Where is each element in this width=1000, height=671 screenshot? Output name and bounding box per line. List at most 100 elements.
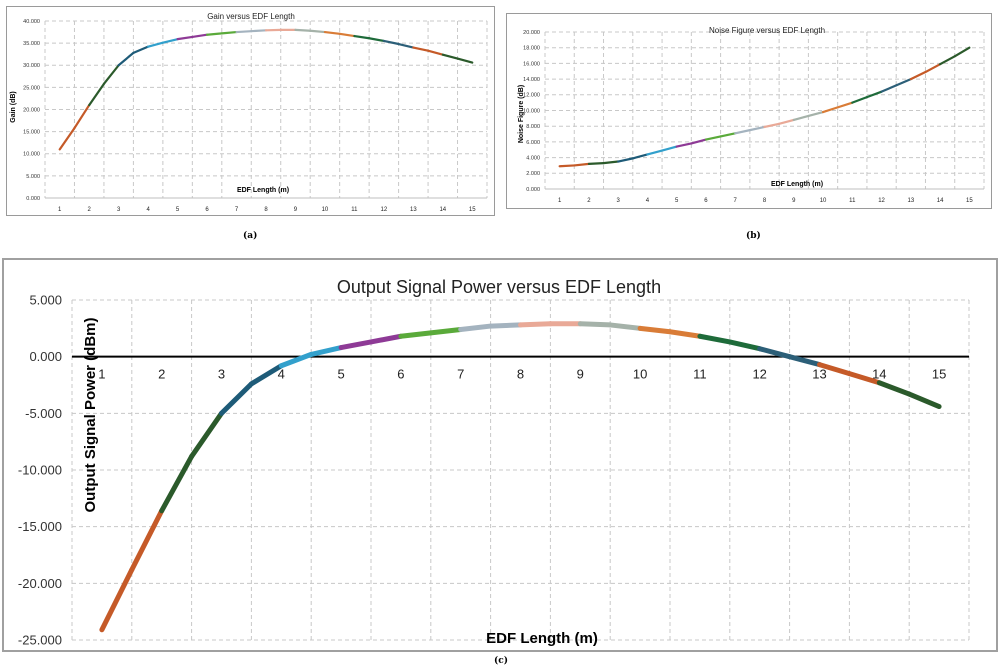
x-tick-label: 13 (812, 367, 826, 382)
line-segment (851, 96, 869, 104)
line-segment (617, 157, 634, 163)
gain-chart: 0.000 5.000 10.000 15.000 20.000 25.000 30.000… (10, 12, 488, 213)
x-tick-label: 3 (218, 367, 225, 382)
y-tick-label: 0.000 (29, 349, 62, 364)
x-tick-label: 12 (878, 198, 885, 204)
x-tick-label: 7 (734, 198, 738, 204)
noise-figure-chart: 0.000 2.000 4.000 6.000 8.000 10.000 12.000 14.… (518, 26, 985, 204)
line-segment (690, 138, 708, 145)
line-segment (734, 129, 751, 135)
y-tick-label: 30.000 (23, 63, 40, 69)
line-segment (323, 30, 341, 35)
y-tick-label: 40.000 (23, 19, 40, 25)
x-tick-label: 1 (98, 367, 105, 382)
line-segment (278, 351, 314, 369)
x-tick-label: 15 (932, 367, 946, 382)
gain-chart-panel: 0.000 5.000 10.000 15.000 20.000 25.000 30.000… (6, 6, 495, 216)
line-segment (88, 82, 106, 107)
line-segment (876, 380, 912, 397)
x-tick-label: 7 (235, 207, 239, 213)
x-tick-label: 12 (752, 367, 766, 382)
line-segment (939, 55, 956, 66)
line-segment (147, 41, 164, 48)
x-tick-label: 4 (146, 207, 150, 213)
x-tick-label: 15 (469, 207, 476, 213)
x-tick-label: 15 (966, 198, 973, 204)
x-tick-label: 14 (872, 367, 886, 382)
x-tick-label: 10 (633, 367, 647, 382)
x-tick-label: 13 (907, 198, 914, 204)
line-segment (909, 70, 927, 81)
line-segment (924, 63, 942, 74)
line-segment (161, 38, 179, 44)
data-series (99, 321, 942, 633)
line-segment (398, 330, 434, 339)
line-segment (191, 33, 209, 39)
line-segment (129, 508, 165, 573)
x-tick-label: 10 (820, 198, 827, 204)
line-segment (294, 28, 312, 32)
line-segment (412, 46, 430, 52)
line-segment (763, 122, 781, 129)
y-tick-label: 20.000 (523, 30, 540, 36)
line-segment (382, 39, 400, 46)
subfigure-label-a: (a) (243, 231, 258, 241)
x-tick-label: 8 (517, 367, 524, 382)
line-segment (637, 325, 673, 335)
x-tick-label: 1 (558, 198, 562, 204)
line-segment (518, 321, 553, 328)
y-tick-label: 6.000 (526, 140, 540, 146)
x-tick-label: 14 (937, 198, 944, 204)
line-segment (189, 410, 224, 459)
x-tick-label: 9 (577, 367, 584, 382)
x-tick-label: 10 (322, 207, 329, 213)
line-segment (807, 110, 825, 118)
line-segment (250, 29, 268, 33)
line-segment (102, 64, 120, 85)
line-segment (441, 53, 459, 60)
x-tick-label: 11 (849, 198, 856, 204)
line-segment (99, 567, 135, 633)
line-segment (846, 371, 882, 386)
data-series (58, 28, 474, 151)
x-tick-label: 12 (381, 207, 388, 213)
x-tick-label: 1 (58, 207, 62, 213)
line-segment (159, 453, 195, 514)
grid (44, 20, 488, 199)
line-segment (787, 354, 822, 368)
line-segment (309, 29, 327, 34)
y-tick-label: 16.000 (523, 61, 540, 67)
line-segment (577, 321, 613, 328)
line-segment (607, 322, 643, 331)
line-segment (338, 339, 374, 351)
x-tick-label: 2 (88, 207, 92, 213)
chart-title: Gain versus EDF Length (207, 12, 295, 21)
line-segment (220, 30, 238, 35)
x-axis-label: EDF Length (m) (771, 181, 823, 188)
line-segment (953, 46, 971, 58)
output-power-chart-panel: -25.000 -20.000 -15.000 -10.000 -5.000 0.000 5… (2, 258, 998, 652)
line-segment (73, 103, 91, 130)
y-tick-label: 18.000 (523, 46, 540, 52)
x-tick-label: 5 (176, 207, 180, 213)
output-power-chart: -25.000 -20.000 -15.000 -10.000 -5.000 0.000 5… (18, 277, 970, 648)
line-segment (368, 333, 404, 345)
x-tick-label: 11 (351, 207, 358, 213)
y-tick-label: 0.000 (26, 196, 40, 202)
y-axis-label: Output Signal Power (dBm) (82, 318, 99, 513)
line-segment (488, 322, 523, 329)
y-tick-label: 8.000 (526, 124, 540, 130)
line-segment (353, 34, 371, 40)
y-tick-label: -20.000 (18, 576, 62, 591)
line-segment (219, 381, 254, 416)
line-segment (675, 142, 693, 148)
line-segment (719, 132, 737, 138)
y-tick-label: 5.000 (26, 174, 40, 180)
chart-title: Noise Figure versus EDF Length (709, 26, 825, 35)
line-segment (235, 30, 253, 34)
line-segment (697, 333, 733, 345)
x-tick-label: 6 (205, 207, 209, 213)
line-segment (456, 57, 474, 64)
x-tick-label: 4 (646, 198, 650, 204)
x-tick-label: 6 (397, 367, 404, 382)
